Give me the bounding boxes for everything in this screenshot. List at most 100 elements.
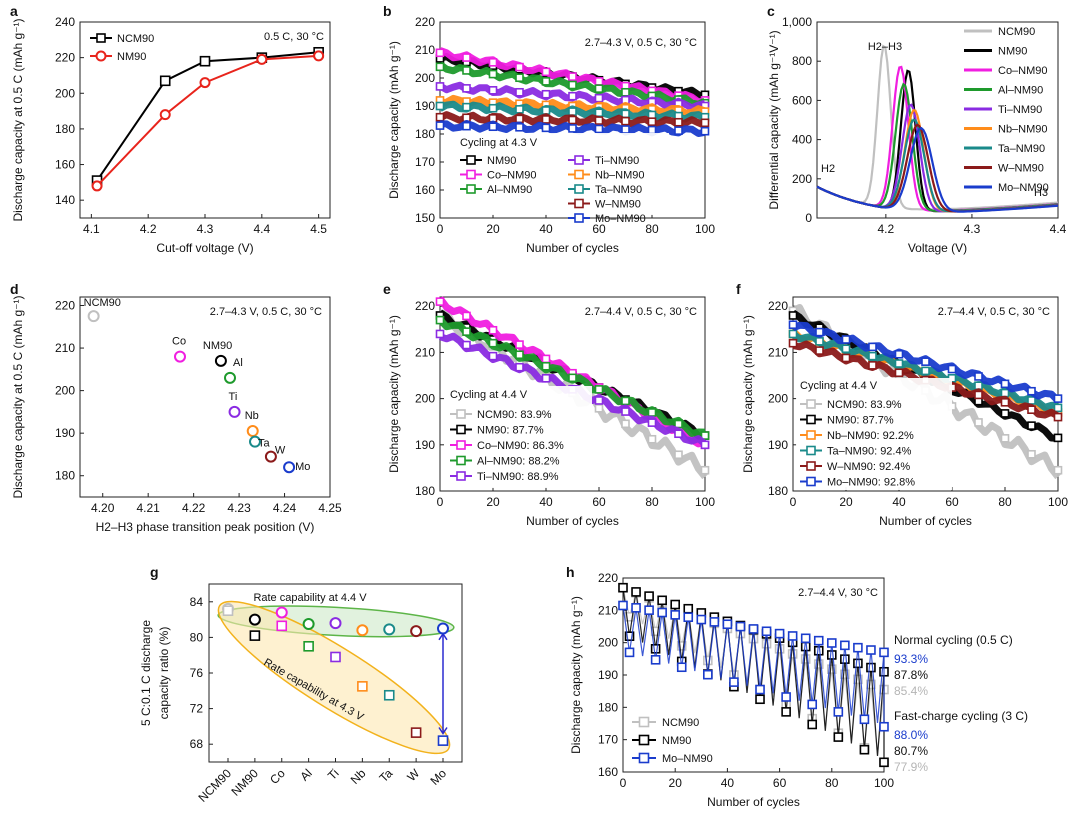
data-point-b6 <box>594 116 604 125</box>
legend-marker-f2 <box>806 430 816 440</box>
legend-marker-e1 <box>456 424 466 435</box>
legend-label-c7: W–NM90 <box>998 163 1044 175</box>
legend-marker-b4 <box>574 169 584 180</box>
legend-label-b2: Al–NM90 <box>487 184 532 196</box>
data-point-h1 <box>683 603 694 614</box>
y-tick-label-f: 220 <box>768 299 788 313</box>
data-point-f0 <box>1000 434 1010 443</box>
data-point-h2 <box>624 647 635 658</box>
side-value-fast-0: 88.0% <box>894 728 928 742</box>
y-tick-label-c: 400 <box>792 133 812 147</box>
x-tick-label-a: 4.5 <box>310 222 327 236</box>
data-point-b2 <box>435 62 445 72</box>
data-point-e3 <box>621 396 630 406</box>
data-point-d5 <box>246 425 259 438</box>
data-point-h1 <box>813 645 824 656</box>
data-point-h1 <box>618 582 628 593</box>
legend-label-h0: NCM90 <box>662 717 699 729</box>
x-tick-label-d: 4.21 <box>137 501 161 515</box>
data-point-a <box>91 180 103 192</box>
data-point-b5 <box>594 108 604 118</box>
data-point-e2 <box>515 340 524 349</box>
data-point-h1 <box>657 595 667 606</box>
point-label-d7: W <box>275 445 286 457</box>
data-point-e3 <box>462 327 471 336</box>
legend-label-b5: Ta–NM90 <box>595 184 642 196</box>
data-point-g-square <box>249 630 261 641</box>
data-point-h2 <box>748 624 759 634</box>
annotation-h: 2.7–4.4 V, 30 °C <box>798 587 878 599</box>
y-tick-label-h: 190 <box>598 668 618 682</box>
y-tick-label-b: 160 <box>415 183 435 197</box>
data-point-h2 <box>826 638 837 648</box>
data-point-h1 <box>853 658 863 669</box>
y-tick-label-b: 190 <box>415 99 435 113</box>
legend-marker-f0 <box>806 399 816 409</box>
data-point-h1 <box>755 694 765 705</box>
data-point-b7 <box>515 122 524 132</box>
x-tick-label-h: 20 <box>669 776 683 790</box>
data-point-e4 <box>488 351 498 361</box>
data-point-h0 <box>787 649 798 659</box>
legend-label-c4: Ti–NM90 <box>998 104 1042 116</box>
data-point-g-circle <box>383 623 396 636</box>
data-point-f3 <box>894 359 904 368</box>
data-point-d2 <box>214 354 227 367</box>
x-axis-label-c: Voltage (V) <box>908 241 967 255</box>
side-title-normal: Normal cycling (0.5 C) <box>894 633 1013 647</box>
data-point-b1 <box>568 72 577 81</box>
data-point-d6 <box>249 435 261 448</box>
data-point-b7 <box>488 122 498 132</box>
data-point-h2 <box>676 662 687 673</box>
x-tick-label-e: 100 <box>695 495 715 509</box>
data-point-h2 <box>787 631 798 641</box>
data-point-e4 <box>647 418 657 427</box>
annotation-b: 2.7–4.3 V, 0.5 C, 30 °C <box>585 37 697 49</box>
data-point-h0 <box>853 674 863 685</box>
x-axis-label-d: H2–H3 phase transition peak position (V) <box>96 520 315 534</box>
data-point-h2 <box>631 603 641 613</box>
data-point-f0 <box>974 418 983 427</box>
data-point-h1 <box>624 631 635 642</box>
data-point-h1 <box>826 650 837 660</box>
data-point-f4 <box>868 361 877 370</box>
data-point-b7 <box>568 124 577 133</box>
y-tick-label-d: 220 <box>55 299 75 313</box>
data-point-f4 <box>974 390 983 400</box>
data-point-b3 <box>435 82 445 91</box>
y-tick-label-h: 160 <box>598 765 618 779</box>
legend-label-h2: Mo–NM90 <box>662 753 713 765</box>
legend-marker-h0 <box>638 716 650 728</box>
legend-marker-f4 <box>806 461 816 471</box>
data-point-b5 <box>488 103 498 113</box>
legend-label-e0: NCM90: 83.9% <box>477 409 552 421</box>
panel-label-f: f <box>736 281 741 297</box>
series-line-a <box>96 54 319 187</box>
data-point-f1 <box>1000 409 1010 418</box>
data-point-a <box>313 50 325 62</box>
legend-marker-f5 <box>806 476 816 487</box>
y-tick-label-f: 210 <box>768 345 788 359</box>
data-point-h2 <box>859 714 870 725</box>
data-point-f5 <box>815 327 824 337</box>
data-point-b2 <box>621 87 630 97</box>
point-label-d0: NCM90 <box>84 297 121 309</box>
data-point-b6 <box>541 115 551 124</box>
data-point-b3 <box>541 89 551 99</box>
legend-marker-b2 <box>466 184 476 194</box>
data-point-b7 <box>700 126 710 136</box>
data-point-f3 <box>788 329 798 339</box>
x-tick-label-d: 4.20 <box>91 501 115 515</box>
data-point-g-square <box>357 681 368 692</box>
data-point-h2 <box>729 677 739 687</box>
data-point-e2 <box>435 297 445 306</box>
data-point-h1 <box>781 707 791 717</box>
y-tick-label-a: 140 <box>55 193 75 207</box>
data-point-h2 <box>722 619 733 630</box>
data-point-e3 <box>541 361 551 371</box>
x-tick-label-d: 4.23 <box>227 501 251 515</box>
legend-label-c8: Mo–NM90 <box>998 182 1049 194</box>
data-point-e0 <box>594 404 604 413</box>
data-point-e4 <box>674 429 683 439</box>
data-point-e4 <box>700 440 710 450</box>
